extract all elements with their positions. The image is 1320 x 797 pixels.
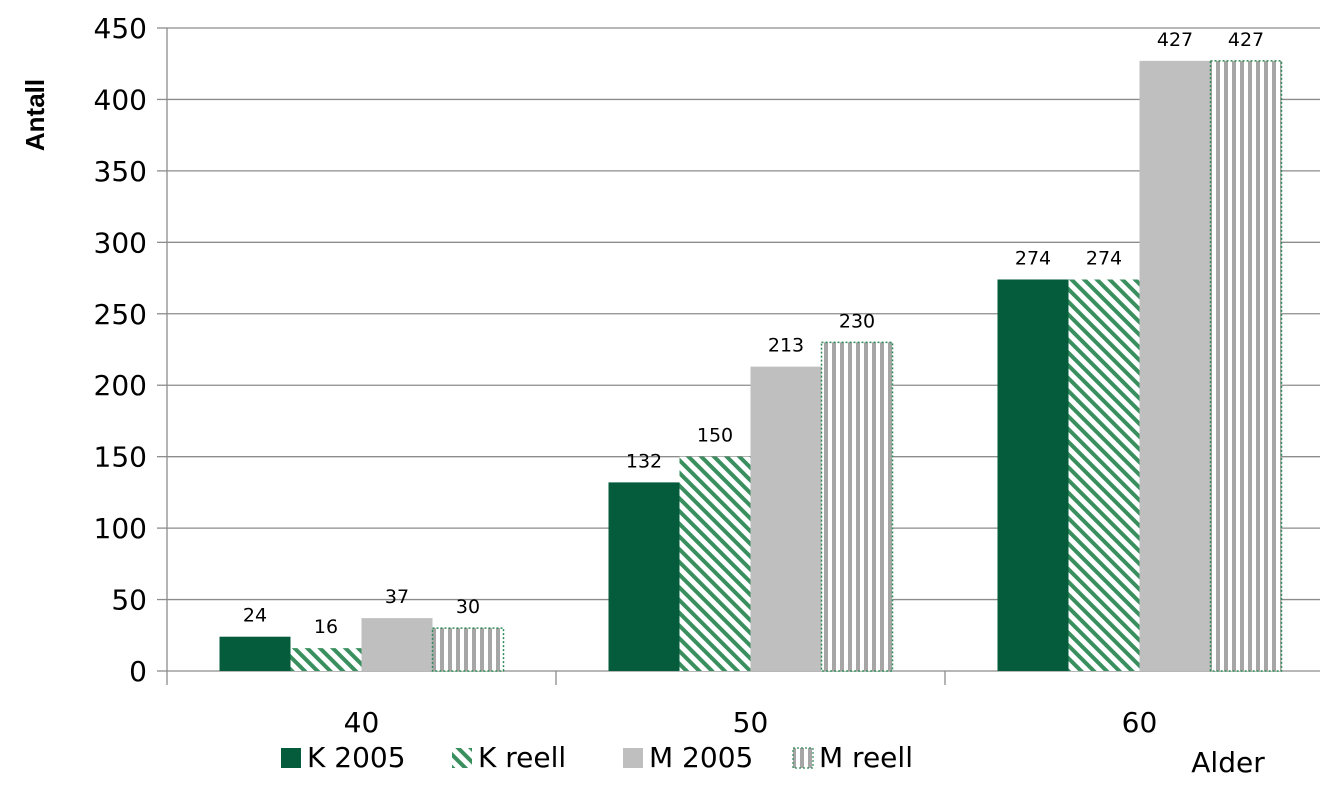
- y-tick-label: 150: [94, 441, 147, 474]
- y-tick-label: 450: [94, 12, 147, 45]
- bars: [219, 60, 1283, 672]
- legend-label: K 2005: [307, 741, 406, 774]
- data-label: 24: [243, 605, 267, 627]
- data-label: 37: [385, 586, 409, 608]
- x-category-label: 50: [733, 706, 769, 739]
- data-label: 274: [1086, 247, 1122, 269]
- data-labels: 24 16 37 30 132 150 213 230 274 274 427 427: [243, 29, 1264, 638]
- y-tick-label: 300: [94, 226, 147, 259]
- y-tick-label: 0: [129, 655, 147, 688]
- x-axis-categories: 40 50 60: [166, 671, 1158, 739]
- data-label: 274: [1015, 247, 1051, 269]
- bar-m-2005: [361, 618, 433, 671]
- x-category-label: 40: [344, 706, 380, 739]
- data-label: 213: [768, 335, 804, 357]
- bar-k-2005: [608, 482, 680, 671]
- y-axis-ticks: 0 50 100 150 200 250 300 350 400 450: [94, 12, 167, 688]
- y-tick-label: 250: [94, 298, 147, 331]
- x-axis-title: Alder: [1191, 746, 1265, 779]
- data-label: 30: [456, 596, 480, 618]
- bar-m-reell: [1209, 60, 1283, 672]
- y-tick-label: 400: [94, 83, 147, 116]
- data-label: 132: [626, 450, 662, 472]
- y-tick-label: 350: [94, 155, 147, 188]
- x-category-label: 60: [1122, 706, 1158, 739]
- data-label: 427: [1157, 29, 1193, 51]
- bar-k-reell: [1068, 279, 1140, 671]
- data-label: 427: [1228, 29, 1264, 51]
- bar-m-reell: [431, 627, 505, 672]
- data-label: 150: [697, 425, 733, 447]
- legend: K 2005 K reell M 2005 M reell: [281, 741, 913, 774]
- legend-label: M 2005: [649, 741, 753, 774]
- y-axis-title: Antall: [20, 79, 50, 151]
- bar-k-2005: [219, 636, 291, 671]
- legend-swatch: [452, 748, 472, 768]
- bar-k-reell: [290, 648, 362, 671]
- bar-m-2005: [1139, 60, 1211, 672]
- legend-swatch: [792, 747, 814, 769]
- y-tick-label: 200: [94, 369, 147, 402]
- data-label: 16: [314, 616, 338, 638]
- bar-k-2005: [997, 279, 1069, 671]
- legend-label: K reell: [478, 741, 566, 774]
- bar-m-2005: [750, 366, 822, 671]
- bar-k-reell: [679, 456, 751, 671]
- legend-label: M reell: [819, 741, 913, 774]
- legend-swatch: [623, 748, 643, 768]
- gridlines: [167, 27, 1320, 601]
- y-tick-label: 50: [111, 584, 147, 617]
- y-tick-label: 100: [94, 512, 147, 545]
- data-label: 230: [839, 310, 875, 332]
- legend-swatch: [281, 748, 301, 768]
- bar-m-reell: [820, 341, 894, 672]
